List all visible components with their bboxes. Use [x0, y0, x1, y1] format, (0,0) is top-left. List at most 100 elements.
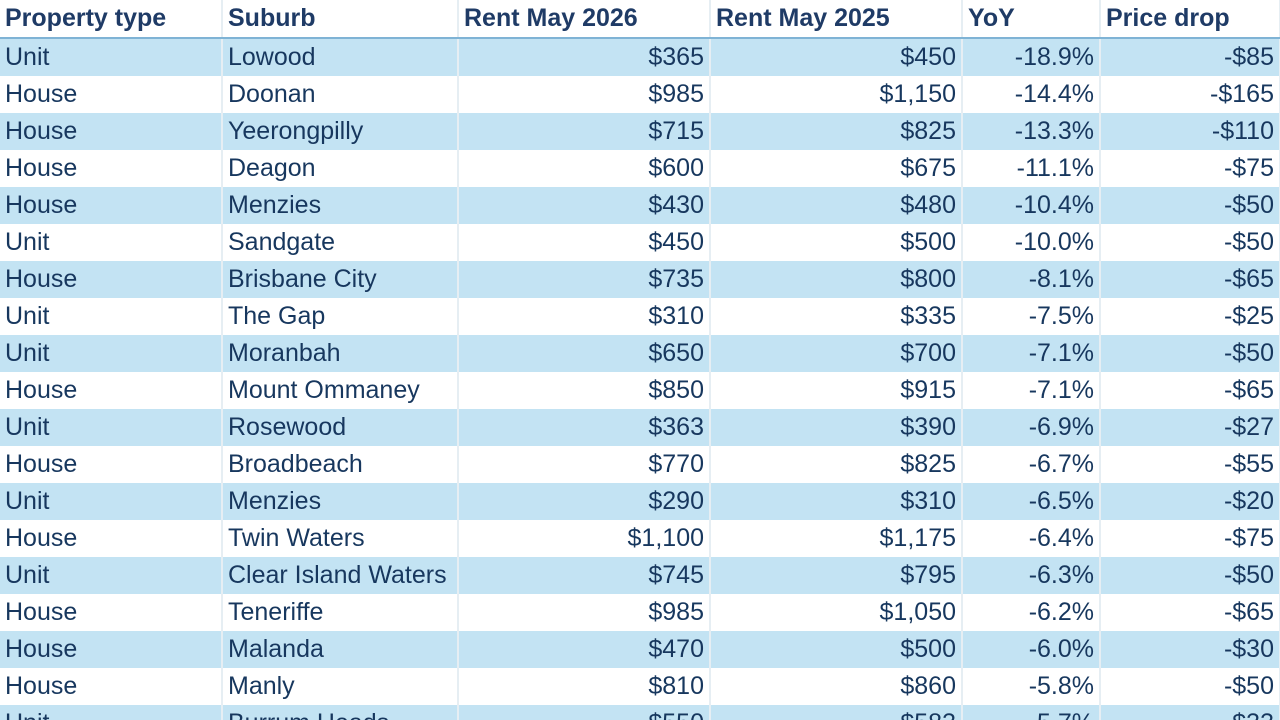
- text-cell: Unit: [0, 705, 223, 720]
- text-cell: House: [0, 631, 223, 668]
- table-row: Unit Clear Island Waters $745 $795 -6.3% -$50: [0, 557, 1280, 594]
- number-cell: $810: [458, 668, 711, 705]
- number-cell: $290: [458, 483, 711, 520]
- table-row: Unit Moranbah $650 $700 -7.1% -$50: [0, 335, 1280, 372]
- text-cell: Broadbeach: [222, 446, 459, 483]
- table-row: Unit Sandgate $450 $500 -10.0% -$50: [0, 224, 1280, 261]
- number-cell: $770: [458, 446, 711, 483]
- number-cell: $1,050: [710, 594, 963, 631]
- column-header: Rent May 2025: [710, 0, 963, 39]
- table-row: House Doonan $985 $1,150 -14.4% -$165: [0, 76, 1280, 113]
- text-cell: Unit: [0, 38, 223, 76]
- number-cell: $795: [710, 557, 963, 594]
- number-cell: -7.1%: [962, 372, 1101, 409]
- number-cell: $650: [458, 335, 711, 372]
- number-cell: $600: [458, 150, 711, 187]
- column-header: Rent May 2026: [458, 0, 711, 39]
- text-cell: Unit: [0, 409, 223, 446]
- number-cell: -$27: [1100, 409, 1280, 446]
- number-cell: -6.3%: [962, 557, 1101, 594]
- number-cell: -$50: [1100, 224, 1280, 261]
- text-cell: The Gap: [222, 298, 459, 335]
- number-cell: $1,100: [458, 520, 711, 557]
- text-cell: Burrum Heads: [222, 705, 459, 720]
- table-row: House Menzies $430 $480 -10.4% -$50: [0, 187, 1280, 224]
- text-cell: House: [0, 261, 223, 298]
- text-cell: Deagon: [222, 150, 459, 187]
- number-cell: $745: [458, 557, 711, 594]
- number-cell: -$30: [1100, 631, 1280, 668]
- number-cell: $310: [458, 298, 711, 335]
- text-cell: Doonan: [222, 76, 459, 113]
- number-cell: -6.2%: [962, 594, 1101, 631]
- table-row: House Deagon $600 $675 -11.1% -$75: [0, 150, 1280, 187]
- number-cell: $915: [710, 372, 963, 409]
- number-cell: -8.1%: [962, 261, 1101, 298]
- number-cell: $860: [710, 668, 963, 705]
- text-cell: House: [0, 594, 223, 631]
- number-cell: $800: [710, 261, 963, 298]
- number-cell: -$75: [1100, 520, 1280, 557]
- number-cell: -7.1%: [962, 335, 1101, 372]
- number-cell: $310: [710, 483, 963, 520]
- text-cell: House: [0, 446, 223, 483]
- number-cell: $583: [710, 705, 963, 720]
- number-cell: -$55: [1100, 446, 1280, 483]
- table-row: House Mount Ommaney $850 $915 -7.1% -$65: [0, 372, 1280, 409]
- table-row: UnitBurrum Heads$550$583-5.7%-$33: [0, 705, 1280, 720]
- number-cell: -10.0%: [962, 224, 1101, 261]
- text-cell: Brisbane City: [222, 261, 459, 298]
- number-cell: -$50: [1100, 335, 1280, 372]
- number-cell: -$165: [1100, 76, 1280, 113]
- table-row: Unit Menzies $290 $310 -6.5% -$20: [0, 483, 1280, 520]
- number-cell: -$50: [1100, 557, 1280, 594]
- text-cell: Mount Ommaney: [222, 372, 459, 409]
- number-cell: $675: [710, 150, 963, 187]
- number-cell: -$50: [1100, 187, 1280, 224]
- number-cell: -$75: [1100, 150, 1280, 187]
- table-row: House Broadbeach $770 $825 -6.7% -$55: [0, 446, 1280, 483]
- number-cell: -14.4%: [962, 76, 1101, 113]
- number-cell: $500: [710, 224, 963, 261]
- text-cell: House: [0, 76, 223, 113]
- number-cell: $450: [458, 224, 711, 261]
- number-cell: $715: [458, 113, 711, 150]
- text-cell: Lowood: [222, 38, 459, 76]
- number-cell: -7.5%: [962, 298, 1101, 335]
- number-cell: -6.0%: [962, 631, 1101, 668]
- number-cell: $500: [710, 631, 963, 668]
- column-header: YoY: [962, 0, 1101, 39]
- number-cell: -11.1%: [962, 150, 1101, 187]
- number-cell: -$65: [1100, 594, 1280, 631]
- number-cell: $985: [458, 594, 711, 631]
- number-cell: $430: [458, 187, 711, 224]
- table-row: House Malanda $470 $500 -6.0% -$30: [0, 631, 1280, 668]
- text-cell: Malanda: [222, 631, 459, 668]
- number-cell: -5.8%: [962, 668, 1101, 705]
- number-cell: $735: [458, 261, 711, 298]
- number-cell: -$65: [1100, 372, 1280, 409]
- text-cell: Manly: [222, 668, 459, 705]
- number-cell: -6.4%: [962, 520, 1101, 557]
- text-cell: Unit: [0, 483, 223, 520]
- column-header: Property type: [0, 0, 223, 39]
- number-cell: $480: [710, 187, 963, 224]
- number-cell: $1,150: [710, 76, 963, 113]
- number-cell: $390: [710, 409, 963, 446]
- number-cell: $850: [458, 372, 711, 409]
- table-row: Unit The Gap $310 $335 -7.5% -$25: [0, 298, 1280, 335]
- text-cell: Moranbah: [222, 335, 459, 372]
- number-cell: $363: [458, 409, 711, 446]
- text-cell: Sandgate: [222, 224, 459, 261]
- number-cell: $450: [710, 38, 963, 76]
- table-row: House Yeerongpilly $715 $825 -13.3% -$110: [0, 113, 1280, 150]
- number-cell: -10.4%: [962, 187, 1101, 224]
- table-row: Unit Lowood $365 $450 -18.9% -$85: [0, 38, 1280, 76]
- table-row: House Manly $810 $860 -5.8% -$50: [0, 668, 1280, 705]
- text-cell: House: [0, 372, 223, 409]
- column-header: Suburb: [222, 0, 459, 39]
- table-row: House Brisbane City $735 $800 -8.1% -$65: [0, 261, 1280, 298]
- number-cell: -18.9%: [962, 38, 1101, 76]
